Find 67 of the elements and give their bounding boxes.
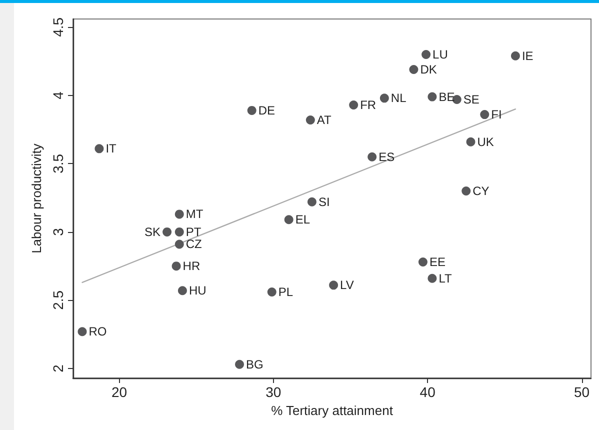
- y-tick-label: 3.5: [50, 154, 66, 174]
- point: [307, 197, 316, 206]
- point: [267, 288, 276, 296]
- point: [178, 286, 187, 296]
- data-label: EL: [295, 212, 310, 227]
- data-label: RO: [88, 324, 107, 339]
- point: [247, 106, 256, 115]
- data-label: IE: [522, 48, 534, 63]
- y-tick-label: 4: [50, 91, 66, 100]
- point: [78, 327, 87, 336]
- point: [162, 227, 172, 236]
- data-label: IT: [106, 142, 118, 156]
- data-label: EE: [429, 254, 446, 269]
- data-label: CY: [472, 184, 490, 198]
- point: [172, 262, 181, 271]
- point: [418, 257, 428, 266]
- point: [94, 144, 104, 154]
- data-label: HR: [182, 259, 200, 274]
- point: [174, 210, 184, 219]
- data-label: LU: [432, 47, 448, 62]
- point: [510, 51, 520, 60]
- data-label: BE: [438, 90, 455, 104]
- data-label: BG: [246, 357, 264, 372]
- point: [409, 65, 418, 74]
- point: [368, 152, 377, 162]
- point: [462, 186, 471, 196]
- x-tick-label: 30: [266, 384, 282, 400]
- data-label: PL: [278, 285, 294, 300]
- data-label: LT: [438, 271, 452, 286]
- data-label: MT: [186, 207, 204, 222]
- data-label: HU: [188, 284, 206, 298]
- data-label: DK: [420, 62, 437, 77]
- data-label: NL: [390, 91, 407, 106]
- data-label: SE: [463, 92, 480, 107]
- point: [174, 227, 184, 236]
- data-label: AT: [316, 113, 332, 128]
- y-tick-label: 2: [50, 364, 66, 372]
- x-axis-title: % Tertiary attainment: [271, 403, 394, 418]
- point: [428, 274, 437, 283]
- point: [174, 240, 184, 249]
- point: [306, 116, 315, 125]
- point: [235, 360, 244, 369]
- data-label: LV: [340, 278, 354, 292]
- x-tick-label: 50: [574, 384, 590, 400]
- data-label: PT: [186, 224, 202, 239]
- data-label: ES: [378, 150, 395, 164]
- x-tick-label: 20: [111, 384, 128, 400]
- point: [480, 110, 490, 120]
- data-label: FI: [491, 108, 502, 122]
- data-label: DE: [258, 103, 276, 118]
- point: [422, 50, 431, 59]
- point: [349, 100, 358, 110]
- data-label: UK: [477, 134, 494, 149]
- point: [428, 92, 437, 102]
- x-tick-label: 40: [420, 384, 436, 400]
- y-tick-label: 3: [50, 228, 66, 236]
- y-tick-label: 4.5: [50, 17, 66, 37]
- point: [329, 280, 338, 290]
- data-label: SI: [318, 194, 330, 209]
- data-label: SK: [144, 224, 161, 239]
- y-axis-title: Labour productivity: [29, 143, 44, 254]
- point: [466, 137, 476, 146]
- point: [284, 215, 294, 224]
- point: [380, 94, 389, 103]
- data-label: FR: [360, 98, 376, 112]
- data-label: CZ: [186, 237, 202, 252]
- y-tick-label: 2.5: [50, 290, 66, 310]
